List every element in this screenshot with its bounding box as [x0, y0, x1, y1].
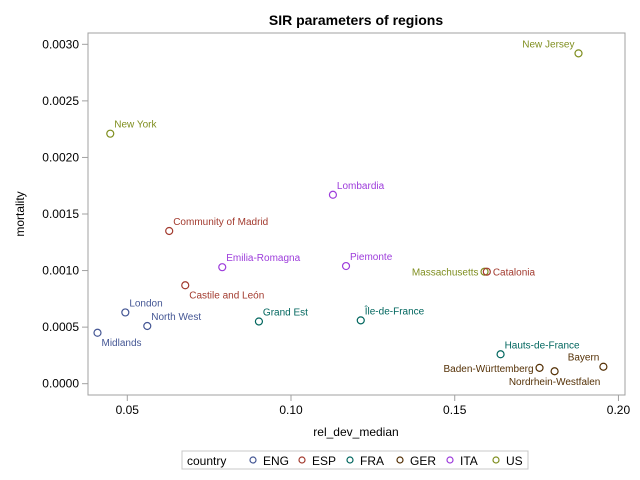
data-point: [574, 49, 583, 58]
legend-marker-ita: [446, 456, 454, 464]
y-axis: 0.0000 0.0005 0.0010 0.0015 0.0020 0.0025 0.00…: [42, 37, 88, 391]
data-point: [341, 261, 351, 271]
legend-frame: [181, 450, 529, 470]
data-points: New Jersey New York Lombardia Community of …: [93, 39, 608, 388]
data-point: [356, 316, 365, 325]
data-point: [535, 363, 544, 372]
point-label: Lombardia: [337, 181, 385, 192]
legend-entry-us: US: [506, 454, 523, 468]
data-point: [480, 267, 489, 276]
y-axis-label: mortality: [13, 191, 27, 236]
y-tick-label: 0.0015: [42, 207, 79, 221]
legend-marker-ger: [396, 456, 404, 464]
y-tick-label: 0.0005: [42, 320, 79, 334]
data-point: [550, 367, 559, 376]
data-point: [482, 267, 491, 276]
data-point: [181, 281, 190, 290]
point-label: Grand Est: [263, 307, 308, 318]
legend-entry-esp: ESP: [312, 454, 336, 468]
point-label: Community of Madrid: [173, 217, 268, 228]
legend-title: country: [187, 454, 226, 468]
data-point: [143, 321, 152, 331]
legend-entry-ita: ITA: [460, 454, 478, 468]
data-point: [328, 190, 338, 199]
point-label: Hauts-de-France: [505, 340, 580, 351]
legend-entry-fra: FRA: [360, 454, 384, 468]
point-label: London: [129, 298, 162, 309]
legend-marker-us: [492, 456, 500, 464]
y-tick-label: 0.0020: [42, 150, 79, 164]
legend-entry-ger: GER: [410, 454, 436, 468]
data-point: [121, 308, 130, 317]
point-label: Catalonia: [493, 268, 536, 279]
point-label: Massachusetts: [412, 268, 479, 279]
y-tick-label: 0.0000: [42, 377, 79, 391]
point-label: Nordrhein-Westfalen: [509, 377, 601, 388]
legend-marker-eng: [249, 456, 257, 464]
data-point: [599, 362, 608, 371]
y-tick-label: 0.0010: [42, 264, 79, 278]
x-tick-label: 0.10: [279, 403, 303, 417]
point-label: Bayern: [568, 353, 600, 364]
y-tick-label: 0.0025: [42, 94, 79, 108]
data-point: [165, 226, 174, 236]
x-axis: 0.05 0.10 0.15 0.20: [116, 395, 631, 417]
data-point: [93, 328, 102, 337]
x-tick-label: 0.15: [443, 403, 467, 417]
data-point: [218, 263, 227, 272]
legend: country ENG ESP FRA GER ITA US: [181, 450, 529, 470]
data-point: [496, 350, 505, 359]
point-label: Castile and León: [189, 290, 264, 301]
x-tick-label: 0.20: [607, 403, 631, 417]
chart-title: SIR parameters of regions: [269, 12, 443, 28]
data-point: [254, 317, 264, 326]
legend-marker-fra: [346, 456, 354, 464]
point-label: New York: [114, 120, 157, 131]
x-axis-label: rel_dev_median: [313, 425, 398, 439]
point-label: Baden-Württemberg: [443, 364, 533, 375]
y-tick-label: 0.0030: [42, 37, 79, 51]
point-label: New Jersey: [522, 39, 574, 50]
point-label: Emilia-Romagna: [226, 253, 300, 264]
point-label: Piemonte: [350, 252, 393, 263]
point-label: Île-de-France: [364, 304, 425, 317]
legend-marker-esp: [298, 456, 306, 464]
x-tick-label: 0.05: [116, 403, 140, 417]
point-label: North West: [151, 312, 201, 323]
data-point: [106, 129, 115, 138]
point-label: Midlands: [101, 338, 141, 349]
legend-entry-eng: ENG: [263, 454, 289, 468]
